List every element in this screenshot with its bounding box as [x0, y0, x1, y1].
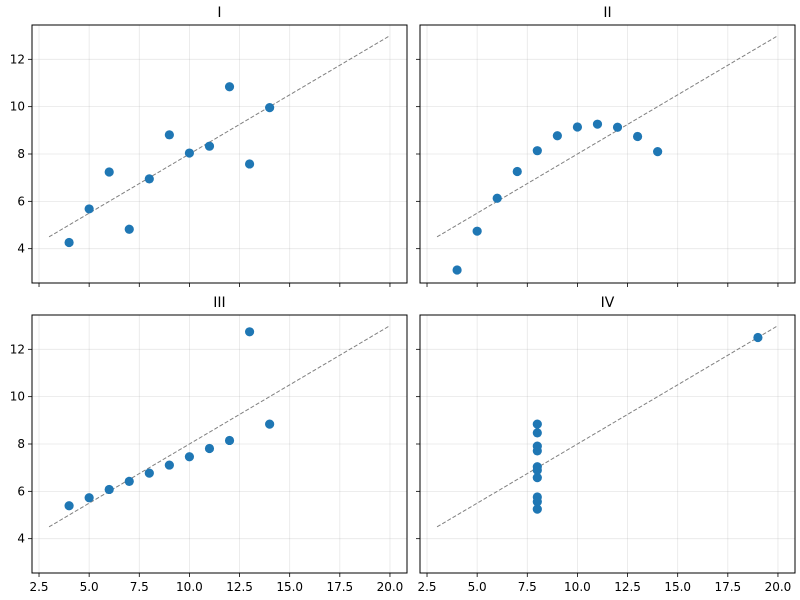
y-tick-label: 12 — [10, 342, 25, 356]
data-point — [452, 265, 462, 275]
x-tick-label: 17.5 — [714, 580, 741, 594]
data-point — [532, 428, 542, 438]
data-point — [224, 435, 235, 446]
data-point — [104, 484, 114, 495]
data-point — [472, 226, 482, 236]
data-point — [265, 103, 275, 113]
data-point — [265, 419, 275, 429]
x-tick-label: 12.5 — [226, 580, 253, 594]
data-point — [204, 443, 215, 454]
x-tick-label: 5.0 — [80, 580, 99, 594]
data-point — [532, 497, 542, 507]
x-tick-label: 7.5 — [130, 580, 149, 594]
data-point — [532, 504, 542, 514]
x-tick-label: 2.5 — [29, 580, 48, 594]
y-tick-label: 12 — [10, 52, 25, 66]
data-point — [532, 473, 542, 483]
data-point — [532, 465, 542, 475]
panel-title: III — [213, 295, 225, 311]
data-point — [653, 147, 663, 157]
data-point — [84, 204, 94, 214]
panel-3: 2.5 5.0 7.5 10.0 12.5 15.0 17.5 20.0 4 6 8 10 12 III — [10, 295, 408, 594]
y-tick-label: 4 — [17, 532, 25, 546]
x-tick-label: 2.5 — [417, 580, 436, 594]
data-point — [184, 452, 195, 462]
data-point — [753, 332, 763, 343]
data-point — [164, 130, 174, 140]
x-tick-label: 10.0 — [176, 580, 203, 594]
x-tick-label: 5.0 — [468, 580, 487, 594]
x-tick-label: 15.0 — [664, 580, 691, 594]
x-tick-label: 20.0 — [377, 580, 404, 594]
data-point — [64, 501, 74, 511]
data-point — [244, 327, 255, 337]
fit-line — [48, 35, 391, 238]
data-point — [552, 131, 562, 141]
data-point — [144, 468, 154, 478]
data-point — [224, 82, 235, 92]
data-point — [532, 146, 542, 156]
panel-title: IV — [601, 295, 615, 311]
data-point — [144, 174, 154, 184]
data-point — [84, 493, 94, 503]
y-tick-label: 4 — [17, 242, 25, 256]
data-point — [592, 119, 603, 129]
data-point — [124, 224, 134, 234]
y-tick-label: 6 — [17, 484, 25, 498]
y-tick-label: 10 — [10, 100, 25, 114]
data-point — [64, 237, 74, 248]
data-point — [244, 159, 255, 169]
fit-line — [436, 35, 779, 238]
data-point — [612, 122, 623, 132]
panel-title: II — [603, 5, 611, 21]
y-tick-label: 8 — [17, 147, 25, 161]
panel-4: 2.5 5.0 7.5 10.0 12.5 15.0 17.5 20.0 IV — [416, 295, 796, 594]
data-point — [184, 148, 195, 158]
y-tick-label: 10 — [10, 390, 25, 404]
data-point — [204, 141, 215, 151]
panel-1: 4 6 8 10 12 I — [10, 5, 408, 287]
x-tick-label: 17.5 — [326, 580, 353, 594]
data-point — [572, 122, 583, 132]
x-tick-label: 15.0 — [276, 580, 303, 594]
fit-line — [436, 325, 779, 528]
data-point — [512, 166, 522, 177]
fit-line — [48, 325, 391, 528]
data-point — [124, 476, 134, 486]
data-point — [532, 441, 542, 451]
data-point — [532, 419, 542, 429]
data-point — [492, 193, 502, 203]
y-tick-label: 8 — [17, 437, 25, 451]
data-point — [164, 460, 174, 470]
x-tick-label: 12.5 — [614, 580, 641, 594]
x-tick-label: 10.0 — [564, 580, 591, 594]
x-tick-label: 20.0 — [765, 580, 792, 594]
y-tick-label: 6 — [17, 194, 25, 208]
panel-2: II — [416, 5, 796, 287]
x-tick-label: 7.5 — [518, 580, 537, 594]
data-point — [632, 131, 643, 142]
panel-title: I — [217, 5, 221, 21]
data-point — [104, 167, 114, 177]
